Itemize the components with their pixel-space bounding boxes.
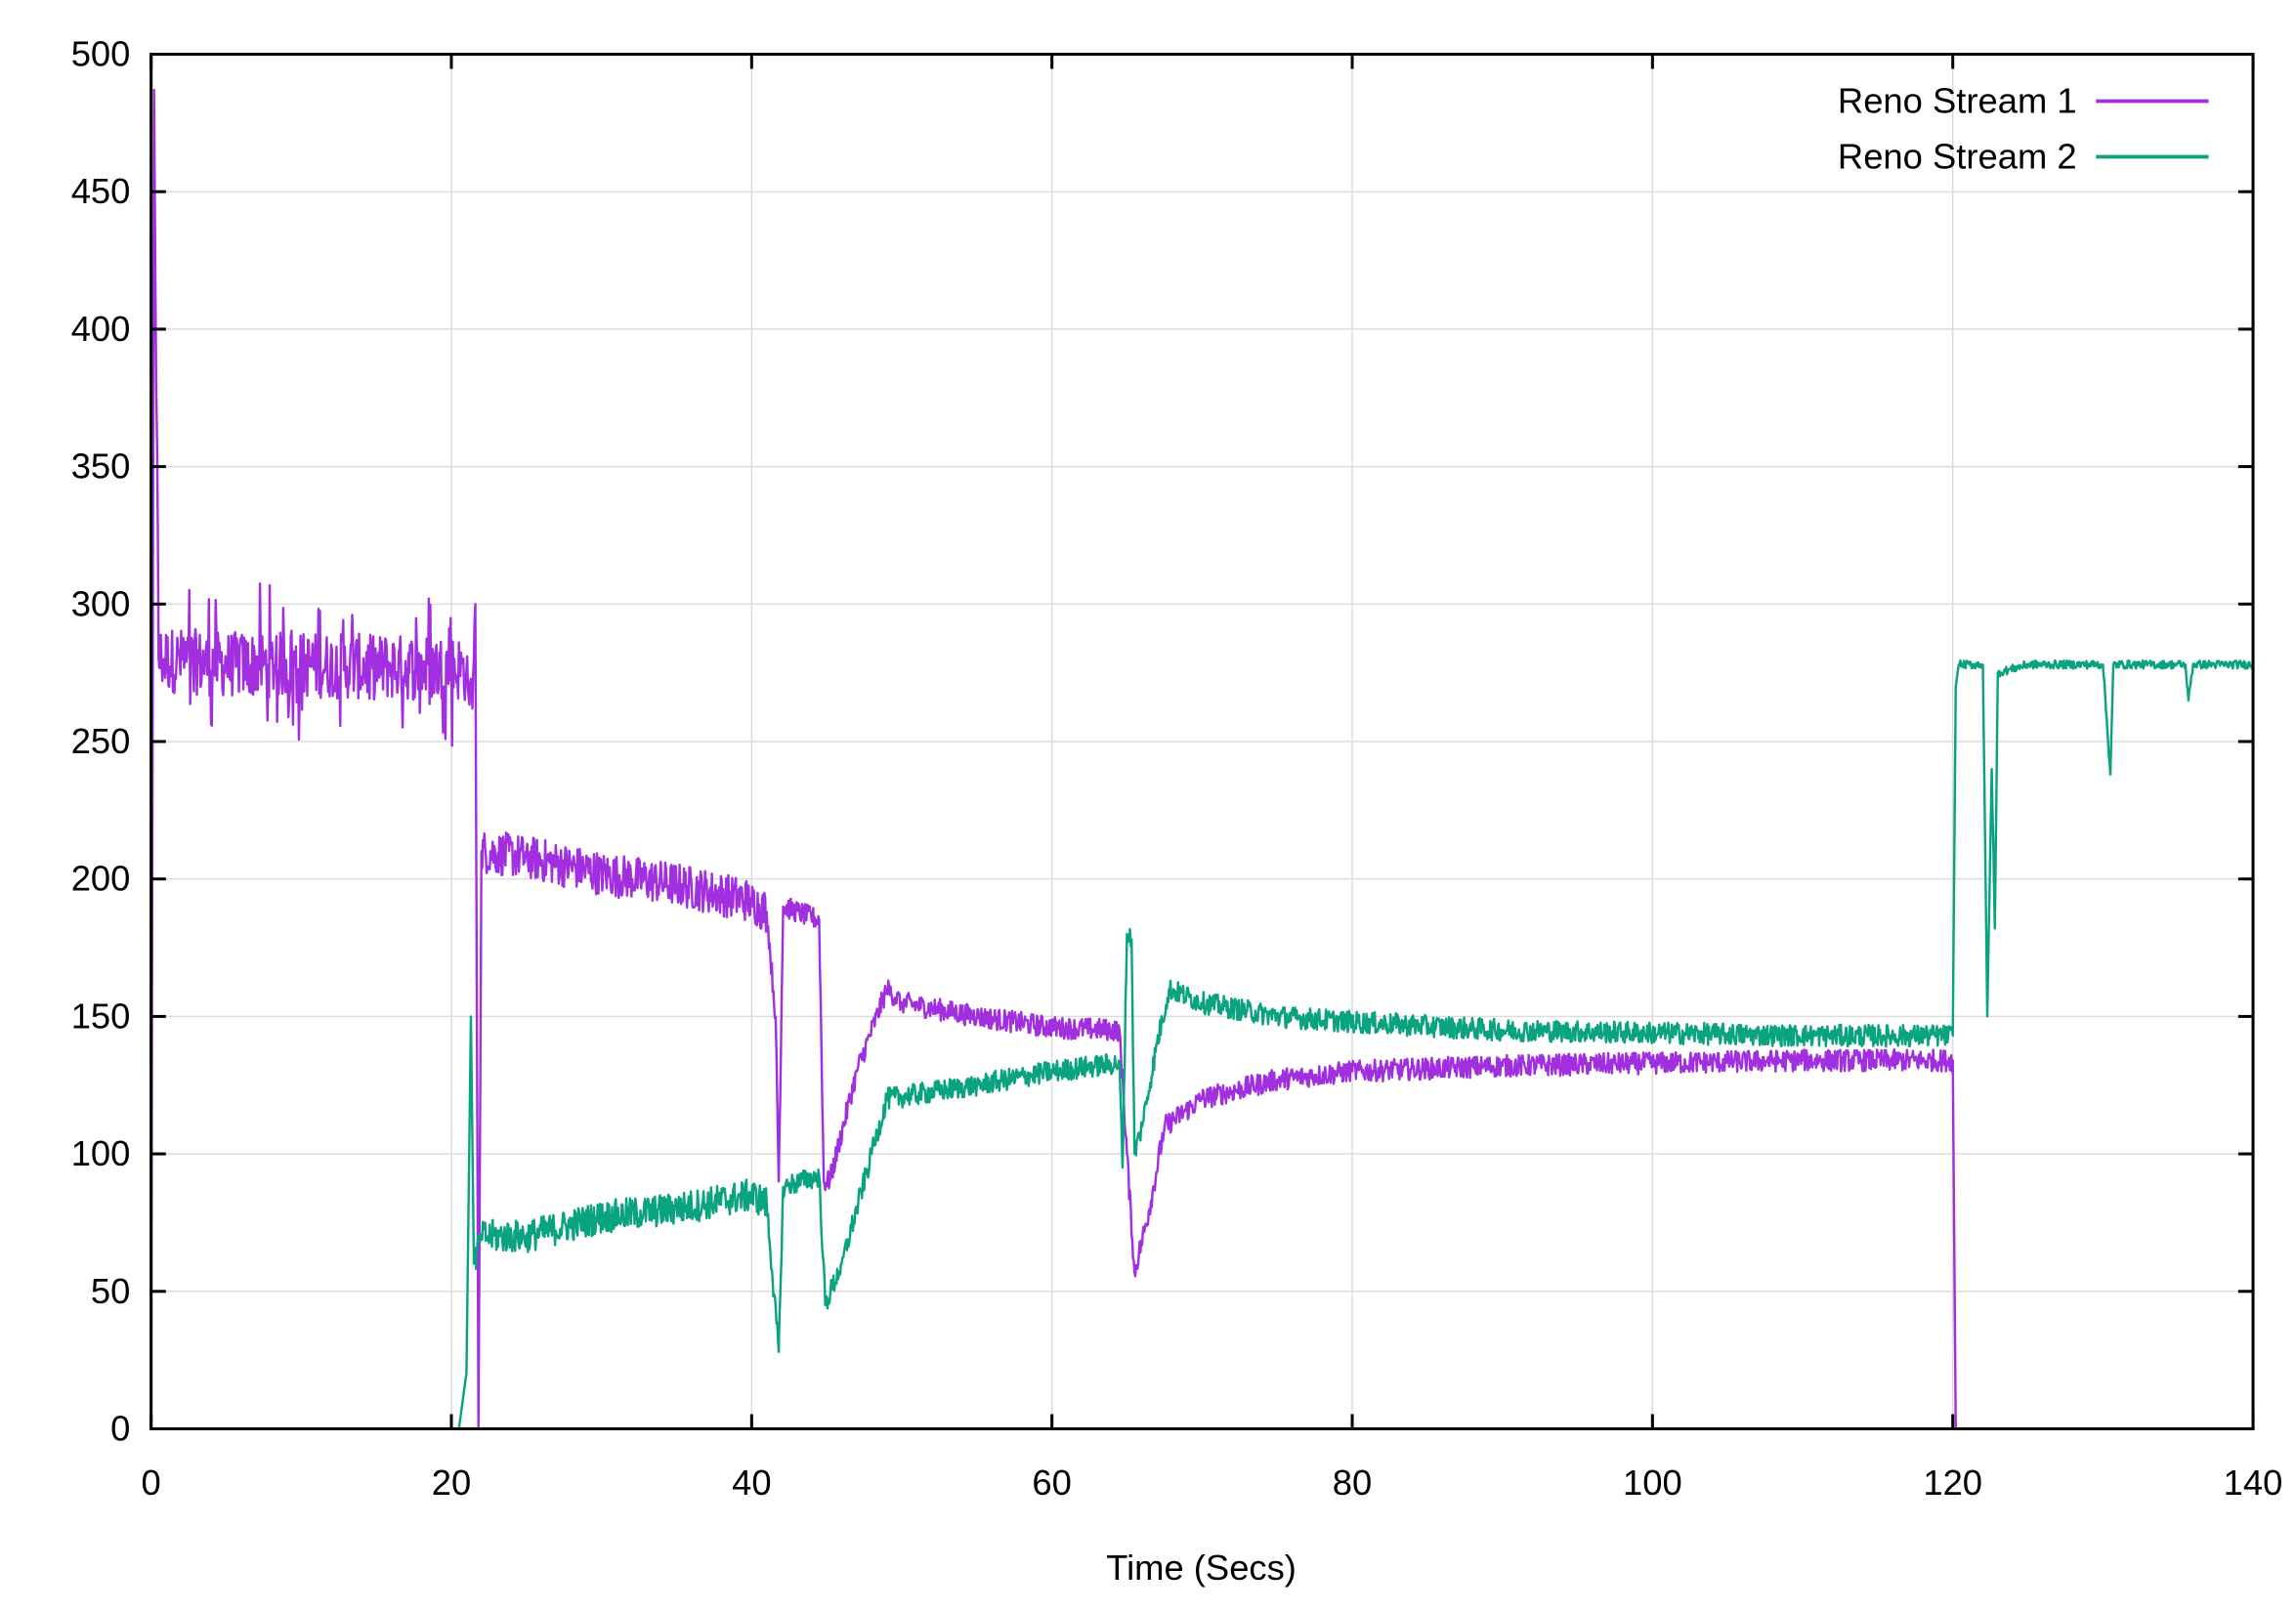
legend: Reno Stream 1 Reno Stream 2 (1838, 81, 2209, 177)
grid (150, 54, 2254, 1429)
legend-label-stream-2: Reno Stream 2 (1838, 137, 2077, 177)
x-tick-label: 140 (2224, 1463, 2283, 1503)
y-tick-label: 150 (71, 997, 131, 1037)
y-tick-label: 350 (71, 446, 131, 487)
series-line-stream-1 (149, 88, 1957, 1430)
x-tick-label: 100 (1623, 1463, 1682, 1503)
x-tick-label: 60 (1032, 1463, 1071, 1503)
x-axis-label: Time (Secs) (1106, 1548, 1297, 1588)
series-layer (149, 88, 2254, 1430)
legend-label-stream-1: Reno Stream 1 (1838, 81, 2077, 121)
y-tick-label: 500 (71, 34, 131, 74)
y-tick-label: 0 (110, 1409, 130, 1449)
y-tick-label: 200 (71, 859, 131, 899)
y-tick-label: 50 (91, 1271, 130, 1311)
y-tick-label: 250 (71, 721, 131, 761)
x-tick-label: 0 (142, 1463, 161, 1503)
y-tick-label: 300 (71, 583, 131, 623)
y-tick-label: 400 (71, 309, 131, 349)
y-tick-label: 100 (71, 1133, 131, 1173)
y-tick-label: 450 (71, 171, 131, 211)
series-line-stream-2 (457, 658, 2254, 1429)
ticks: 0 20 40 60 80 100 120 140 0 50 100 150 200 250 300 350 4… (71, 34, 2283, 1503)
x-tick-label: 80 (1333, 1463, 1372, 1503)
x-tick-label: 120 (1923, 1463, 1982, 1503)
x-tick-label: 40 (732, 1463, 771, 1503)
x-tick-label: 20 (432, 1463, 471, 1503)
